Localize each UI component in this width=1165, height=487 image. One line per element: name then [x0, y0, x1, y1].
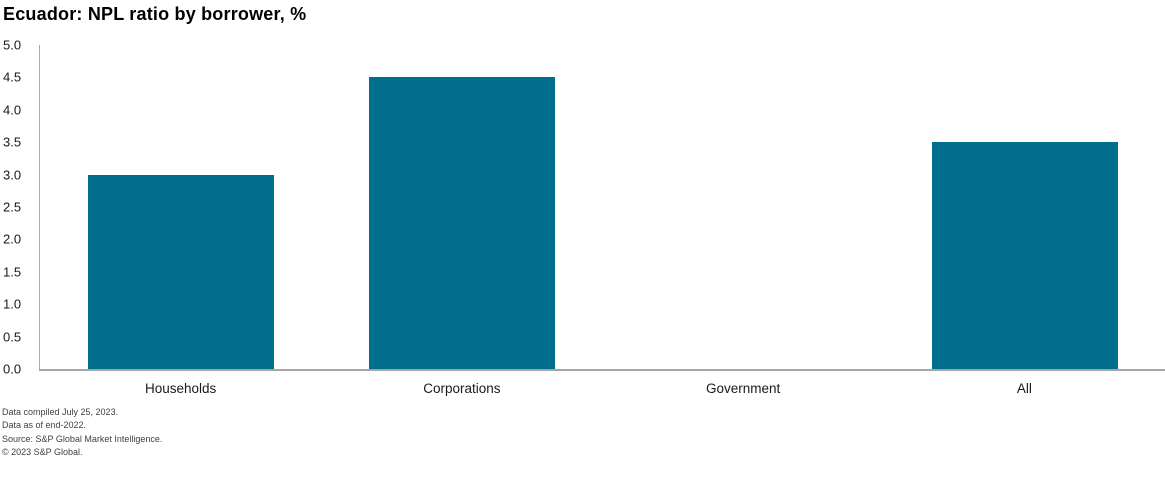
bar-slot-government — [603, 45, 885, 369]
x-axis-label-households: Households — [144, 381, 217, 396]
y-tick-label: 0.5 — [3, 329, 22, 345]
footnote-data-as-of: Data as of end-2022. — [2, 420, 87, 431]
y-tick-label: 3.0 — [3, 167, 22, 183]
x-axis-label-corporations: Corporations — [423, 381, 501, 396]
bar-slot-corporations — [322, 45, 604, 369]
plot-area — [39, 45, 1165, 371]
y-axis: 0.0 0.5 1.0 1.5 2.0 2.5 3.0 3.5 4.0 4.5 5.0 — [3, 39, 35, 376]
y-tick-label: 2.0 — [3, 231, 22, 247]
footnote-copyright: © 2023 S&P Global. — [2, 447, 83, 458]
bar-slot-all — [885, 45, 1165, 369]
y-tick-label: 1.0 — [3, 296, 22, 312]
x-axis-label-government: Government — [705, 381, 781, 396]
chart-title: Ecuador: NPL ratio by borrower, % — [3, 4, 307, 24]
x-axis: Households Corporations Government All — [40, 381, 1165, 396]
footnotes: Data compiled July 25, 2023. Data as of … — [2, 406, 162, 460]
bar-all — [932, 142, 1119, 369]
y-tick-label: 0.0 — [3, 361, 22, 377]
y-tick-label: 5.0 — [3, 37, 22, 53]
y-tick-label: 4.0 — [3, 102, 22, 118]
y-tick-label: 4.5 — [3, 69, 22, 85]
bars-row — [40, 45, 1165, 369]
footnote-source: Source: S&P Global Market Intelligence. — [2, 433, 163, 444]
y-tick-label: 2.5 — [3, 199, 22, 215]
y-tick-label: 1.5 — [3, 264, 22, 280]
bar-households — [87, 174, 274, 369]
bar-slot-households — [40, 45, 322, 369]
footnote-data-compiled: Data compiled July 25, 2023. — [2, 407, 119, 417]
x-axis-label-all: All — [1016, 381, 1032, 396]
y-tick-label: 3.5 — [3, 134, 22, 150]
bar-corporations — [369, 77, 556, 369]
